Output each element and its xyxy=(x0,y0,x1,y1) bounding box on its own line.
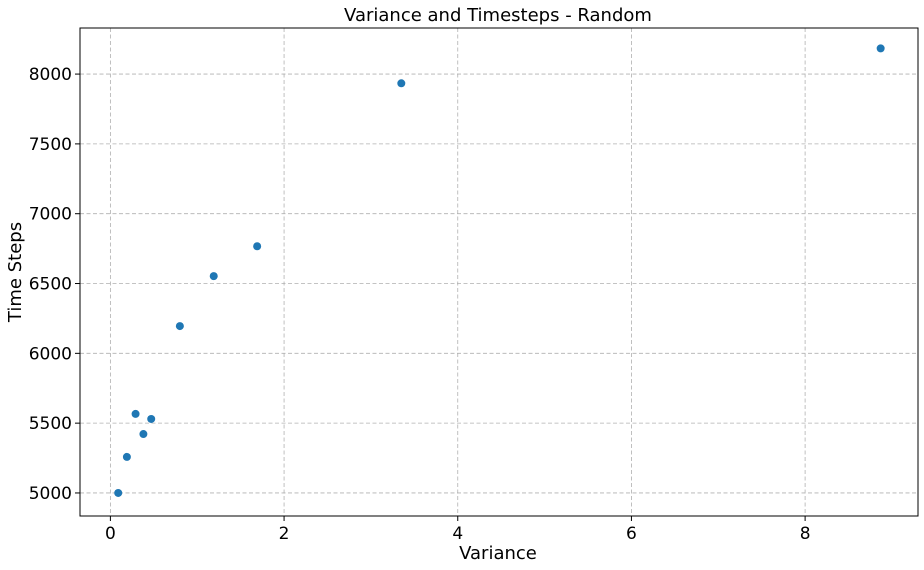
x-tick-label: 2 xyxy=(279,524,290,544)
y-tick-label: 7500 xyxy=(29,135,72,155)
data-point xyxy=(131,409,140,418)
y-tick-label: 6500 xyxy=(29,275,72,295)
x-tick-label: 6 xyxy=(626,524,637,544)
y-tick-label: 8000 xyxy=(29,65,72,85)
data-points xyxy=(114,44,885,497)
x-axis-label: Variance xyxy=(459,543,537,564)
chart-title: Variance and Timesteps - Random xyxy=(344,5,652,26)
y-tick-label: 5000 xyxy=(29,484,72,504)
x-tick-label: 4 xyxy=(452,524,463,544)
plot-frame xyxy=(79,27,919,517)
y-tick-label: 5500 xyxy=(29,414,72,434)
data-point xyxy=(876,44,885,53)
axis-ticks: 0 2 4 6 8 5000 5500 6000 6500 7000 7500 8000 xyxy=(29,65,811,544)
data-point xyxy=(397,79,406,88)
data-point xyxy=(147,414,156,423)
data-point xyxy=(209,272,218,281)
data-point xyxy=(122,452,131,461)
data-point xyxy=(175,322,184,331)
data-point xyxy=(114,488,123,497)
y-tick-label: 6000 xyxy=(29,344,72,364)
x-tick-label: 0 xyxy=(105,524,116,544)
data-point xyxy=(253,242,262,251)
data-point xyxy=(139,430,148,439)
y-tick-label: 7000 xyxy=(29,205,72,225)
x-tick-label: 8 xyxy=(800,524,811,544)
y-axis-label: Time Steps xyxy=(5,222,26,323)
grid-lines xyxy=(80,28,918,516)
